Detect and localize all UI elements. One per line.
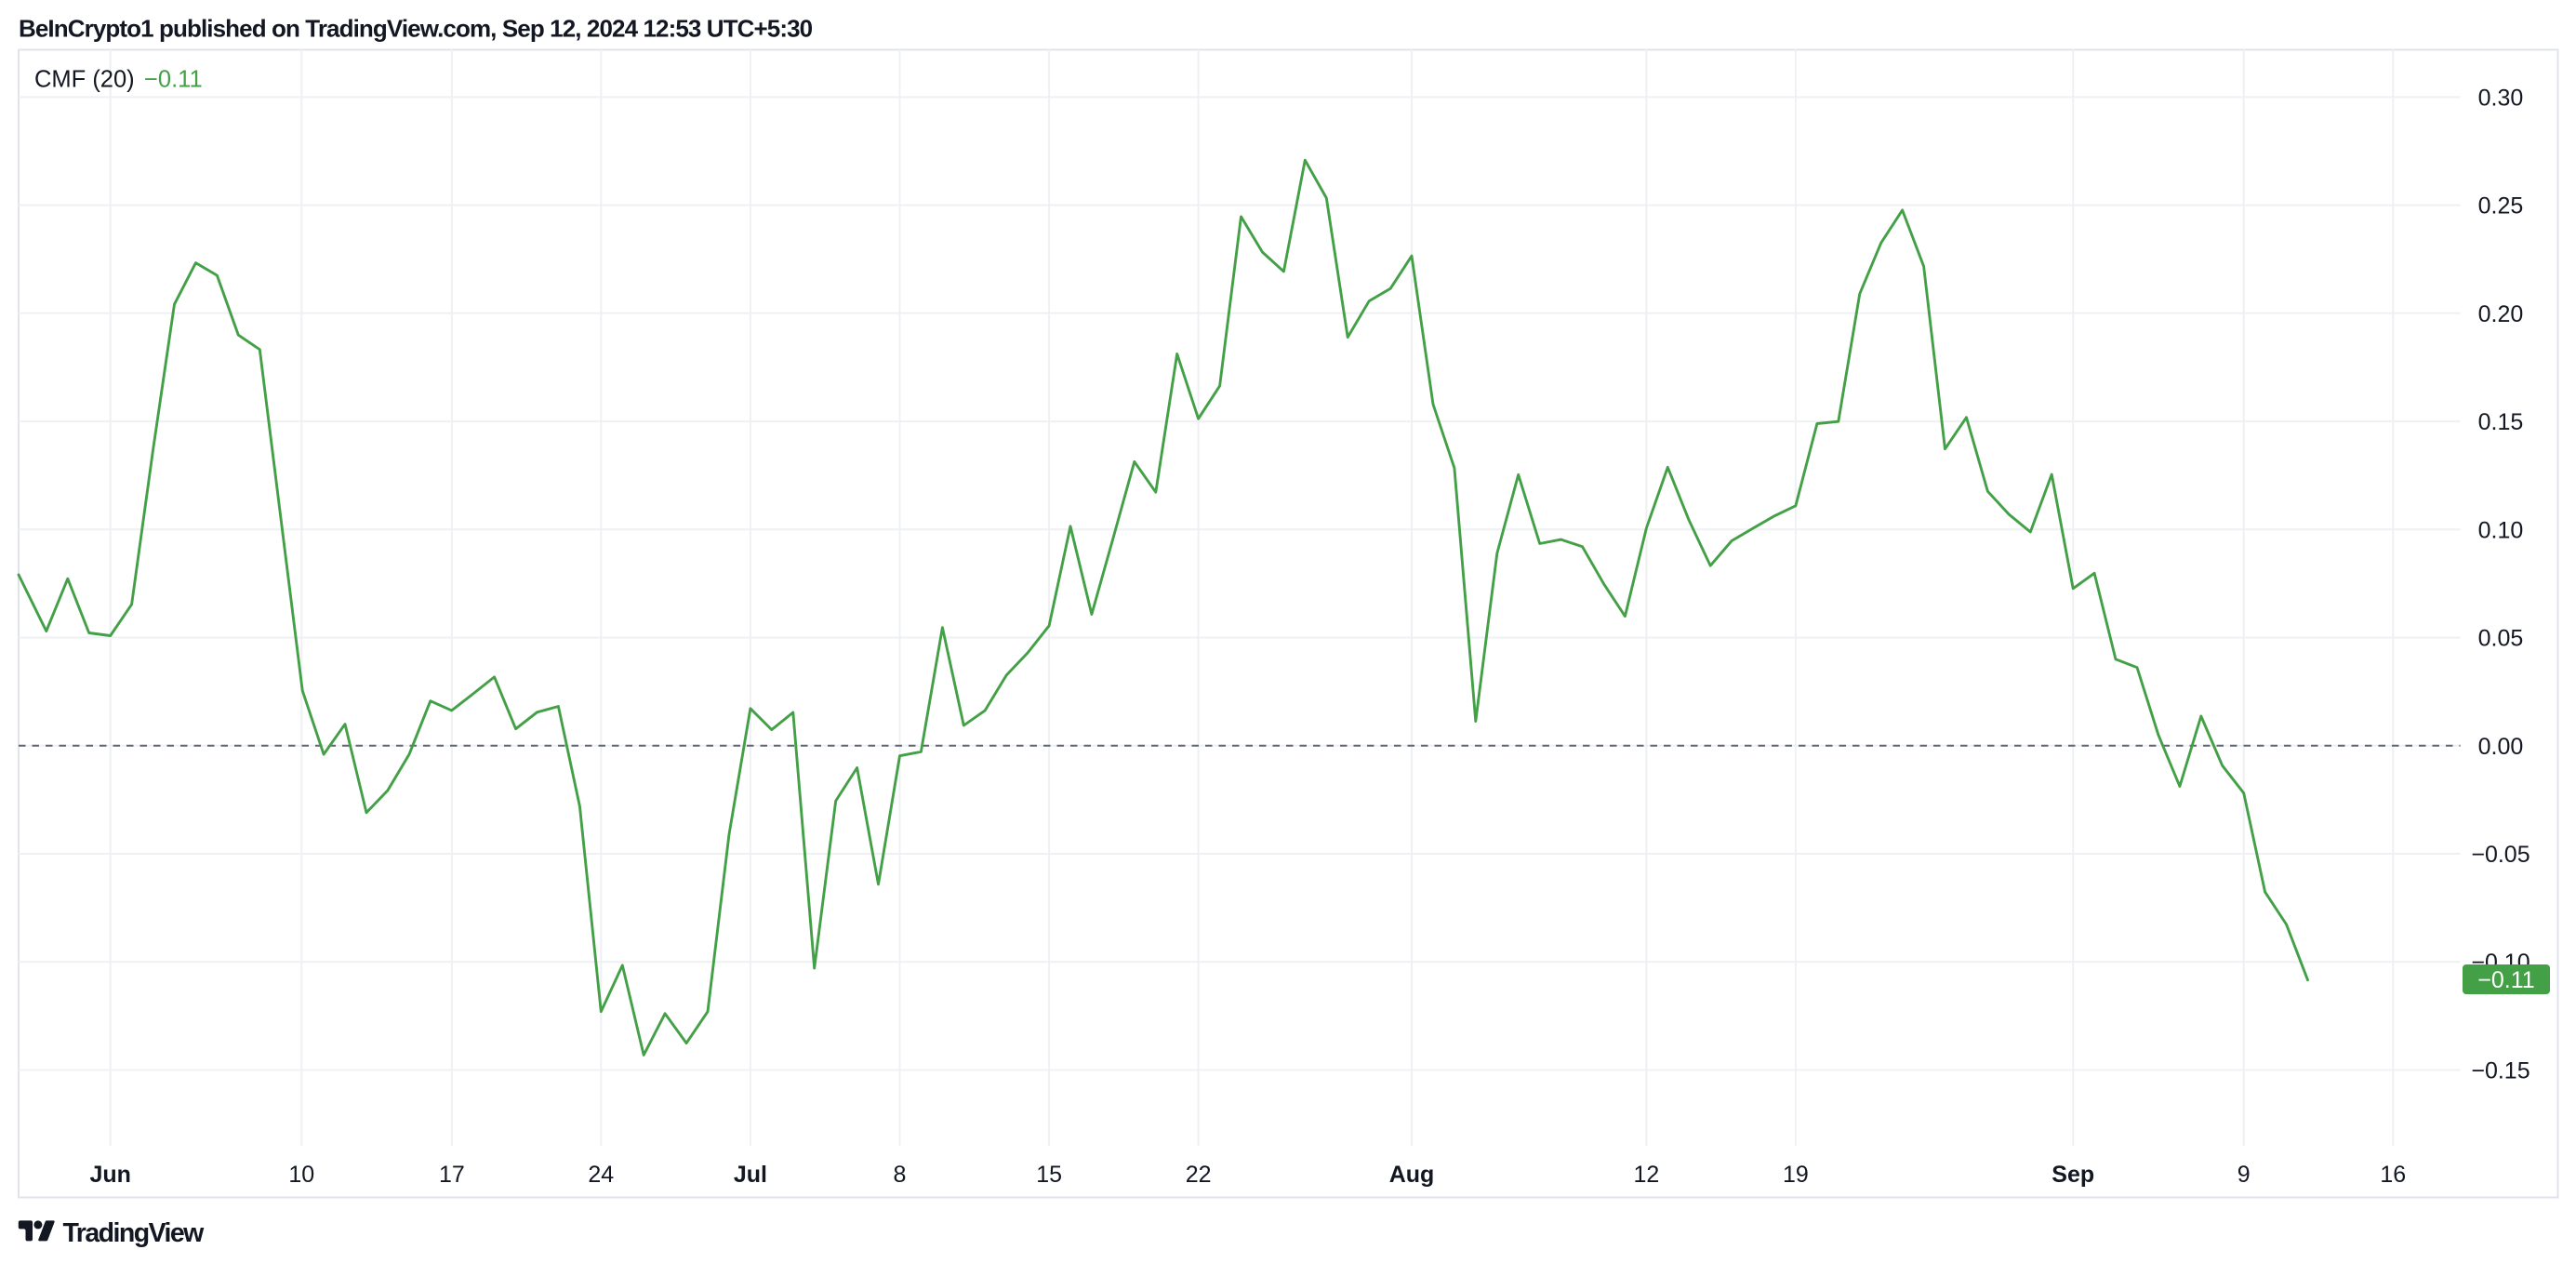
svg-text:15: 15 — [1036, 1162, 1062, 1188]
svg-text:0.20: 0.20 — [2478, 301, 2524, 327]
svg-text:Aug: Aug — [1389, 1162, 1435, 1188]
svg-text:8: 8 — [894, 1162, 907, 1188]
svg-text:0.25: 0.25 — [2478, 193, 2524, 219]
svg-text:CMF (20): CMF (20) — [34, 67, 135, 93]
svg-text:12: 12 — [1633, 1162, 1659, 1188]
svg-text:BeInCrypto1 published on Tradi: BeInCrypto1 published on TradingView.com… — [19, 15, 813, 43]
svg-text:0.10: 0.10 — [2478, 517, 2524, 543]
svg-text:0.15: 0.15 — [2478, 409, 2524, 435]
svg-text:Sep: Sep — [2052, 1162, 2094, 1188]
svg-text:Jul: Jul — [734, 1162, 767, 1188]
svg-text:16: 16 — [2380, 1162, 2406, 1188]
svg-text:−0.11: −0.11 — [2477, 967, 2534, 993]
svg-text:−0.11: −0.11 — [144, 67, 203, 93]
svg-text:0.30: 0.30 — [2478, 85, 2524, 111]
svg-text:17: 17 — [439, 1162, 465, 1188]
svg-text:TradingView: TradingView — [63, 1218, 206, 1248]
svg-text:−0.15: −0.15 — [2471, 1058, 2530, 1084]
svg-text:19: 19 — [1783, 1162, 1809, 1188]
svg-text:Jun: Jun — [89, 1162, 130, 1188]
svg-text:0.05: 0.05 — [2478, 626, 2524, 652]
svg-text:9: 9 — [2237, 1162, 2251, 1188]
svg-text:−0.05: −0.05 — [2471, 842, 2530, 868]
svg-text:24: 24 — [588, 1162, 614, 1188]
svg-text:10: 10 — [288, 1162, 314, 1188]
svg-text:0.00: 0.00 — [2478, 734, 2524, 760]
svg-text:22: 22 — [1186, 1162, 1212, 1188]
